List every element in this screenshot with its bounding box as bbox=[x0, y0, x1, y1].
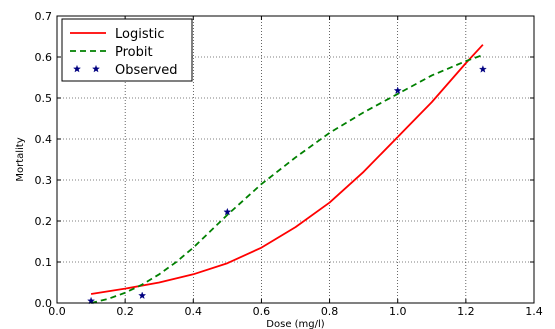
observed-point bbox=[393, 86, 402, 94]
y-axis-label: Mortality bbox=[15, 137, 26, 181]
x-tick-label: 0.2 bbox=[116, 305, 134, 318]
legend-star-marker bbox=[92, 64, 100, 73]
legend: Logistic Probit Observed bbox=[61, 18, 193, 82]
x-tick-label: 1.0 bbox=[389, 305, 407, 318]
series-layer bbox=[87, 44, 487, 305]
x-axis-label: Dose (mg/l) bbox=[266, 319, 324, 329]
plot-frame bbox=[56, 15, 535, 304]
axis-ticks: 0.0 0.2 0.4 0.6 0.8 1.0 1.2 1.4 0.0 0.1 0.2 0.3 0.4 0… bbox=[35, 10, 543, 318]
observed-point bbox=[223, 207, 232, 216]
x-tick-label: 1.4 bbox=[525, 305, 543, 318]
y-tick-label: 0.5 bbox=[35, 92, 53, 105]
y-tick-label: 0.0 bbox=[35, 297, 53, 310]
logistic-line bbox=[90, 44, 484, 295]
observed-point bbox=[87, 296, 96, 305]
y-tick-label: 0.4 bbox=[35, 133, 53, 146]
y-tick-label: 0.7 bbox=[35, 10, 53, 23]
legend-label-observed: Observed bbox=[115, 63, 178, 78]
x-tick-label: 0.6 bbox=[253, 305, 271, 318]
y-tick-label: 0.3 bbox=[35, 174, 53, 187]
legend-star-marker bbox=[73, 64, 81, 73]
probit-line bbox=[90, 54, 484, 304]
x-tick-label: 1.2 bbox=[457, 305, 475, 318]
observed-point bbox=[478, 65, 487, 73]
y-tick-label: 0.2 bbox=[35, 215, 53, 228]
y-tick-label: 0.1 bbox=[35, 256, 53, 269]
legend-label-logistic: Logistic bbox=[115, 27, 164, 42]
legend-markers-observed bbox=[73, 64, 100, 73]
x-tick-label: 0.8 bbox=[321, 305, 339, 318]
observed-point bbox=[138, 291, 147, 299]
legend-box bbox=[61, 18, 193, 82]
x-tick-label: 0.4 bbox=[185, 305, 203, 318]
x-tick-label: 0.0 bbox=[48, 305, 66, 318]
legend-label-probit: Probit bbox=[115, 45, 153, 60]
y-tick-label: 0.6 bbox=[35, 51, 53, 64]
